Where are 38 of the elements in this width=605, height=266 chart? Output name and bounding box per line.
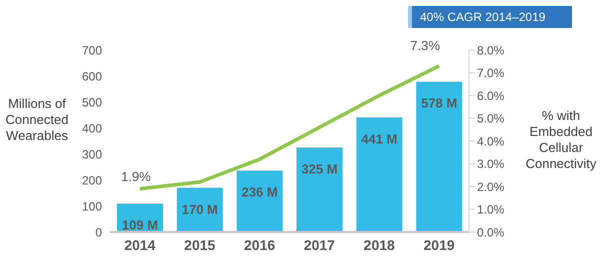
y2-tick-label: 6.0% xyxy=(477,88,505,103)
data-label: 109 M xyxy=(122,218,158,233)
y2-tick-label: 7.0% xyxy=(477,66,505,80)
data-label: 578 M xyxy=(421,96,458,111)
x-tick-label: 2014 xyxy=(124,236,156,253)
y2-tick-label: 3.0% xyxy=(477,157,505,172)
y2-tick-label: 4.0% xyxy=(477,134,505,148)
data-label: 236 M xyxy=(242,184,278,200)
y-tick-label: 300 xyxy=(82,147,102,162)
x-tick-label: 2018 xyxy=(364,236,396,253)
y-tick-label: 500 xyxy=(82,95,102,110)
y2-tick-label: 8.0% xyxy=(477,43,505,58)
data-label: 1.9% xyxy=(121,168,152,184)
y-tick-label: 400 xyxy=(82,121,102,136)
y-axis-title: Millions of Connected Wearables xyxy=(4,96,70,144)
y2-tick-label: 5.0% xyxy=(477,112,505,126)
y2-tick-label: 0.0% xyxy=(477,225,505,240)
bar xyxy=(416,82,462,232)
y-tick-label: 600 xyxy=(82,69,102,84)
text: 40% CAGR 2014–2019 xyxy=(408,6,572,28)
bar xyxy=(356,117,402,232)
y-tick-label: 100 xyxy=(82,199,102,214)
x-tick-label: 2016 xyxy=(244,236,276,253)
data-label: 325 M xyxy=(301,162,338,176)
y2-axis-title: % with Embedded Cellular Connectivity xyxy=(524,108,598,172)
y2-tick-label: 2.0% xyxy=(477,180,505,194)
y2-tick-label: 1.0% xyxy=(477,202,505,217)
data-label: 170 M xyxy=(182,202,218,217)
bar xyxy=(236,170,283,232)
x-tick-label: 2017 xyxy=(304,236,336,253)
bar xyxy=(296,148,342,232)
y-tick-label: 200 xyxy=(82,173,102,188)
data-label: 7.3% xyxy=(410,38,440,53)
x-tick-label: 2019 xyxy=(424,236,455,253)
data-label: 441 M xyxy=(361,131,398,146)
y-tick-label: 0 xyxy=(95,225,102,240)
y-tick-label: 700 xyxy=(82,43,102,58)
x-tick-label: 2015 xyxy=(184,236,216,253)
